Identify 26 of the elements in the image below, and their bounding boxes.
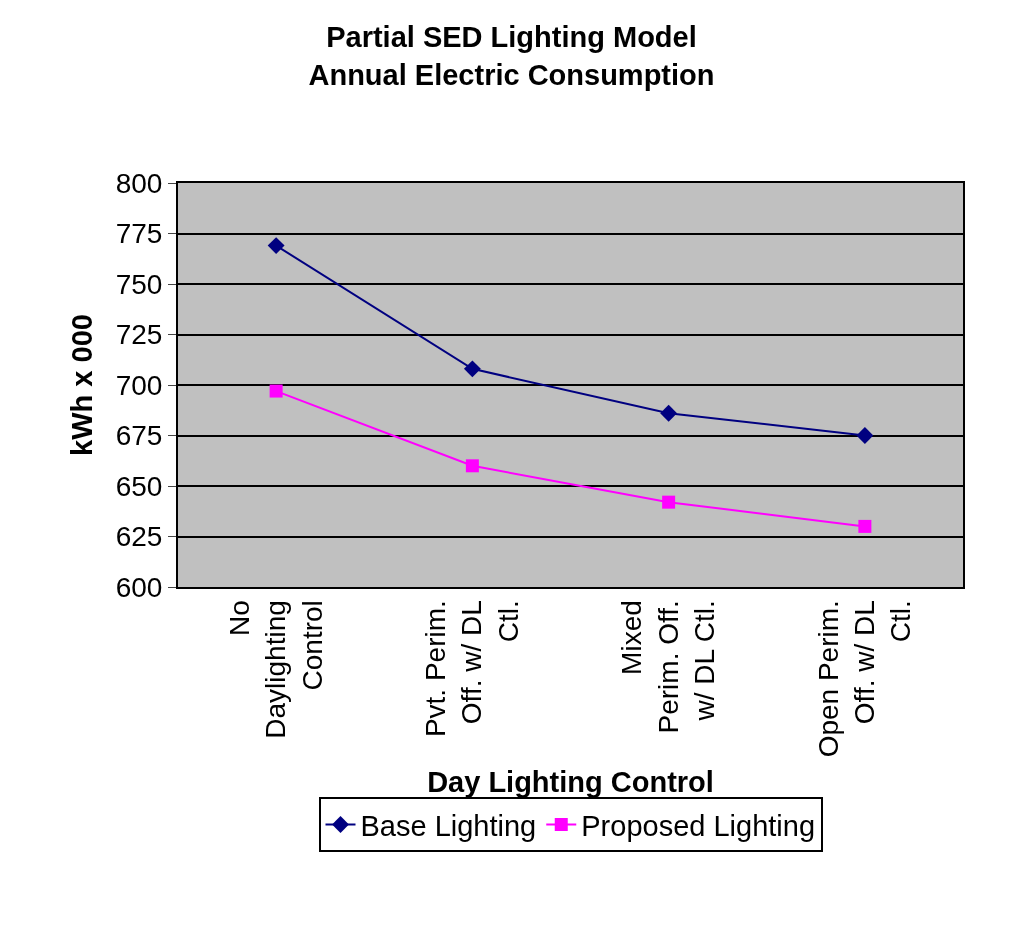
point [858, 519, 872, 533]
point [660, 404, 678, 422]
x-axis-title: Day Lighting Control [427, 765, 714, 798]
y-tick-label: 675 [115, 420, 163, 452]
y-axis-title: kWh x 000 [65, 314, 98, 456]
y-tick-label: 600 [115, 571, 163, 603]
point [662, 495, 676, 509]
y-tick-label: 725 [115, 319, 163, 351]
legend-label: Base Lighting [360, 809, 537, 842]
y-tick-label: 625 [115, 521, 163, 553]
point [463, 360, 481, 378]
y-tick-label: 650 [115, 470, 163, 502]
y-tick-label: 775 [115, 218, 163, 250]
point [856, 427, 874, 444]
x-tick-label: Pvt. Perim. Off. w/ DL Ctl. [420, 600, 524, 738]
chart-title: Partial SED Lighting Model Annual Electric Consumption [308, 21, 715, 92]
point [269, 384, 283, 398]
y-tick-label: 750 [115, 268, 163, 300]
x-tick-label: Mixed Perim. Off. w/ DL Ctl. [616, 600, 721, 734]
legend-label: Proposed Lighting [581, 809, 816, 842]
point [267, 237, 285, 255]
x-tick-label: No Daylighting Control [223, 600, 328, 739]
point [465, 459, 479, 473]
y-tick-label: 800 [115, 167, 163, 199]
y-tick-label: 700 [115, 369, 163, 401]
x-tick-label: Open Perim. Off. w/ DL Ctl. [812, 600, 917, 758]
